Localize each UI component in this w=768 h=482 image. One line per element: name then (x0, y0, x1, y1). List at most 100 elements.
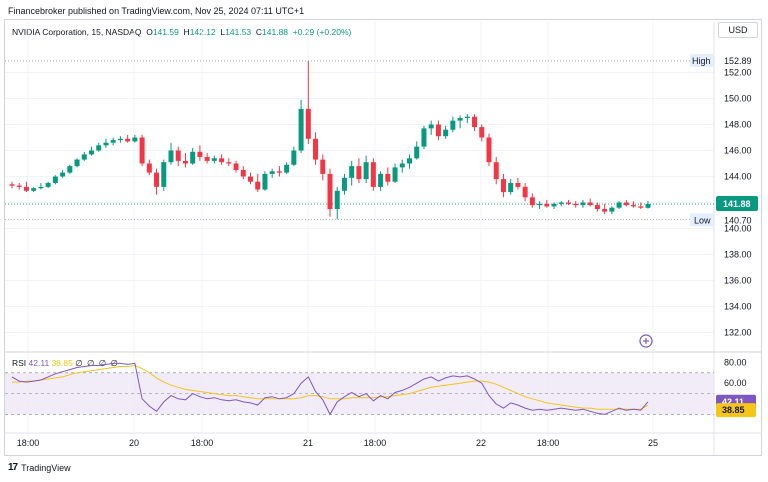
price-tick-label: 152.00 (724, 68, 752, 78)
candle-body (313, 138, 319, 160)
price-tick-label: 134.00 (724, 302, 752, 312)
candle-body (298, 108, 304, 151)
candle-body (414, 146, 420, 159)
add-plus-icon (639, 334, 653, 348)
candle-body (428, 124, 434, 129)
price-tick-label: 138.00 (724, 250, 752, 260)
candle-body (385, 173, 391, 182)
candle-body (363, 162, 369, 180)
high-value-text: 152.89 (724, 56, 752, 66)
candle-body (435, 124, 441, 137)
candle-body (240, 170, 246, 177)
candle-body (594, 205, 600, 209)
low-label: L (220, 27, 226, 37)
candle-body (370, 162, 376, 187)
candle-body (493, 162, 499, 180)
candle-body (284, 164, 290, 173)
rsi-legend: RSI 42.11 38.85 ∅ ∅ ∅ ∅ (12, 358, 119, 369)
candle-body (67, 166, 73, 173)
candle-body (219, 158, 225, 163)
time-tick-label: 18:00 (191, 438, 214, 448)
time-tick-label: 18:00 (537, 438, 560, 448)
candle-body (9, 184, 15, 186)
candle-body (450, 120, 456, 130)
candle-body (103, 142, 109, 146)
rsi-ma-tag-text: 38.85 (722, 405, 745, 415)
candle-body (486, 137, 492, 163)
price-tick-label: 150.00 (724, 94, 752, 104)
candle-body (110, 140, 116, 143)
candle-body (508, 183, 514, 193)
candle-body (457, 118, 463, 121)
candle-body (349, 166, 355, 178)
candle-body (81, 154, 87, 160)
candle-body (45, 183, 51, 187)
high-label-text: High (692, 56, 711, 66)
candle-body (558, 202, 564, 204)
candle-body (125, 138, 131, 142)
low-value: 141.53 (225, 27, 252, 37)
price-tick-label: 140.00 (724, 224, 752, 234)
candle-body (132, 137, 138, 142)
candle-body (305, 108, 311, 139)
candle-body (211, 158, 217, 161)
chart-border (4, 19, 762, 456)
candle-body (197, 151, 203, 157)
candle-body (356, 166, 362, 180)
candle-body (623, 202, 629, 206)
candle-body (421, 128, 427, 147)
candle-body (52, 176, 58, 183)
candle-body (580, 202, 586, 206)
candle-body (89, 150, 94, 155)
candle-body (587, 202, 593, 206)
low-label-text: Low (694, 215, 711, 225)
candle-body (74, 159, 80, 167)
candle-body (248, 176, 253, 182)
tradingview-logo: 17 TradingView (8, 462, 71, 473)
candle-body (602, 209, 608, 212)
candle-body (161, 162, 167, 187)
candle-body (638, 206, 644, 208)
low-label-box (690, 213, 714, 227)
close-label: C (255, 27, 263, 37)
candle-body (479, 127, 485, 138)
open-label: O (146, 27, 153, 37)
time-tick-label: 20 (129, 438, 139, 448)
publisher-line: Financebroker published on TradingView.c… (8, 6, 305, 16)
symbol-title: NVIDIA Corporation, 15, NASDAQ (12, 27, 142, 37)
candle-body (334, 190, 340, 209)
time-tick-label: 18:00 (17, 438, 40, 448)
rsi-value: 42.11 (28, 358, 50, 368)
tradingview-brand: TradingView (21, 462, 71, 473)
candle-body (443, 129, 449, 137)
low-value-text: 140.70 (724, 215, 752, 225)
candle-body (175, 150, 181, 161)
candle-body (544, 203, 550, 207)
rsi-tick-label: 80.00 (724, 357, 747, 367)
candle-body (139, 137, 145, 164)
rsi-tick-label: 60.00 (724, 378, 747, 388)
candle-body (16, 185, 22, 187)
candle-body (276, 171, 282, 173)
candle-body (616, 202, 622, 208)
rsi-ma-tag (716, 403, 756, 418)
rsi-line (11, 362, 649, 416)
tradingview-logo-icon: 17 (8, 462, 18, 473)
rsi-ma-line (12, 364, 649, 410)
symbol-legend: NVIDIA Corporation, 15, NASDAQ O141.59 H… (12, 27, 351, 37)
candle-body (60, 172, 66, 177)
candle-body (204, 157, 210, 161)
time-tick-label: 25 (648, 438, 658, 448)
candle-body (645, 204, 651, 208)
candle-body (291, 150, 297, 165)
candle-body (551, 203, 557, 207)
candle-body (233, 163, 239, 170)
candle-body (522, 186, 528, 198)
candle-body (96, 145, 102, 151)
rsi-settings-symbols[interactable]: ∅ ∅ ∅ ∅ (75, 358, 119, 368)
currency-button[interactable]: USD (718, 22, 758, 38)
candle-body (472, 116, 478, 128)
high-value: 142.12 (189, 27, 216, 37)
candle-body (190, 151, 196, 164)
